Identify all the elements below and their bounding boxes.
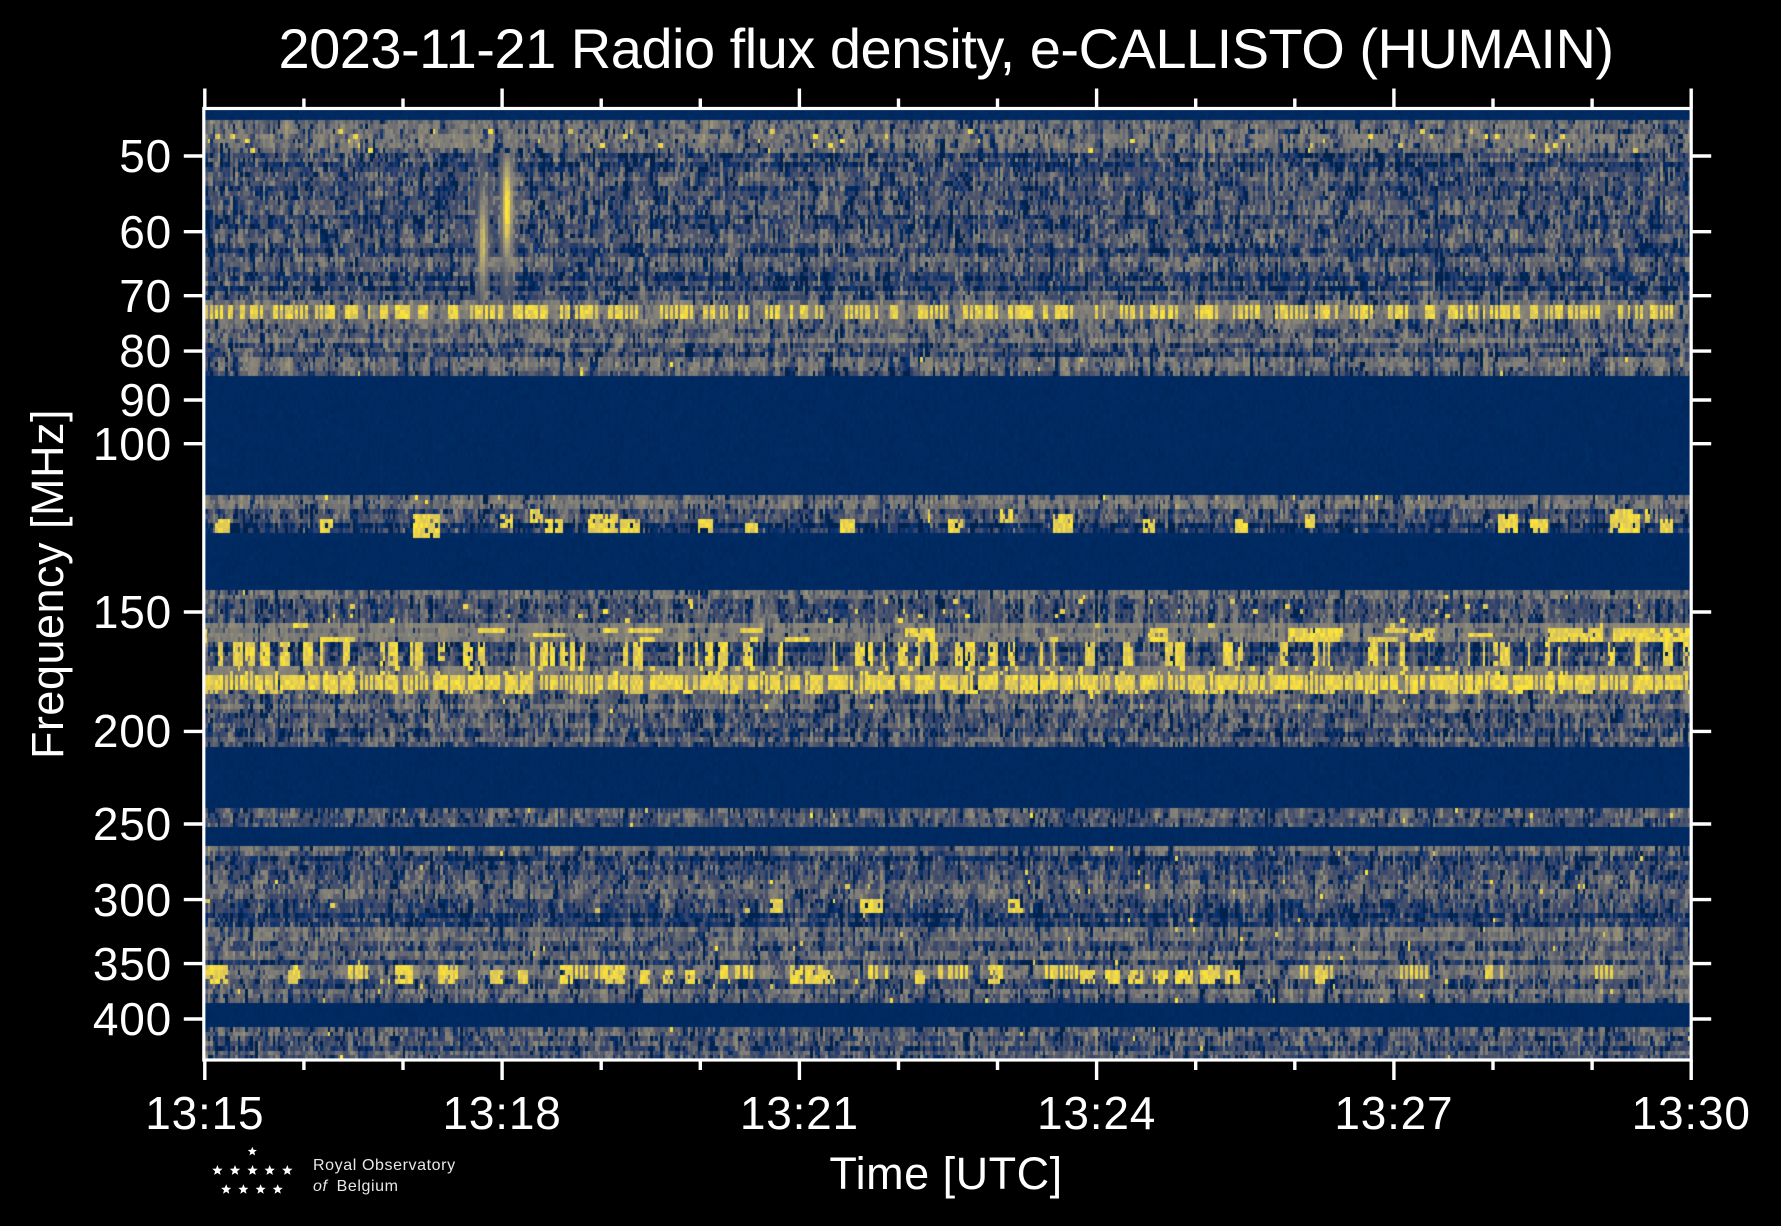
svg-text:Royal Observatory: Royal Observatory — [313, 1157, 456, 1174]
svg-text:of Belgium: of Belgium — [313, 1178, 399, 1195]
